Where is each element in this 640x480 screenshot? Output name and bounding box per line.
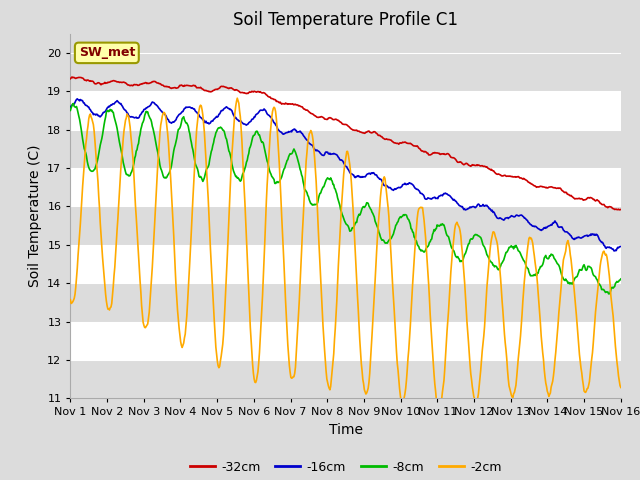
Bar (70, 206, 621, 245)
Text: SW_met: SW_met (79, 47, 135, 60)
Bar (70, 168, 621, 206)
Bar (70, 283, 621, 322)
Legend: -32cm, -16cm, -8cm, -2cm: -32cm, -16cm, -8cm, -2cm (185, 456, 506, 479)
Bar (70, 245, 621, 283)
Bar (70, 322, 621, 360)
Bar (70, 53, 621, 91)
Bar (70, 130, 621, 168)
Y-axis label: Soil Temperature (C): Soil Temperature (C) (28, 145, 42, 287)
X-axis label: Time: Time (328, 423, 363, 437)
Title: Soil Temperature Profile C1: Soil Temperature Profile C1 (233, 11, 458, 29)
Bar (70, 360, 621, 398)
Bar (70, 91, 621, 130)
